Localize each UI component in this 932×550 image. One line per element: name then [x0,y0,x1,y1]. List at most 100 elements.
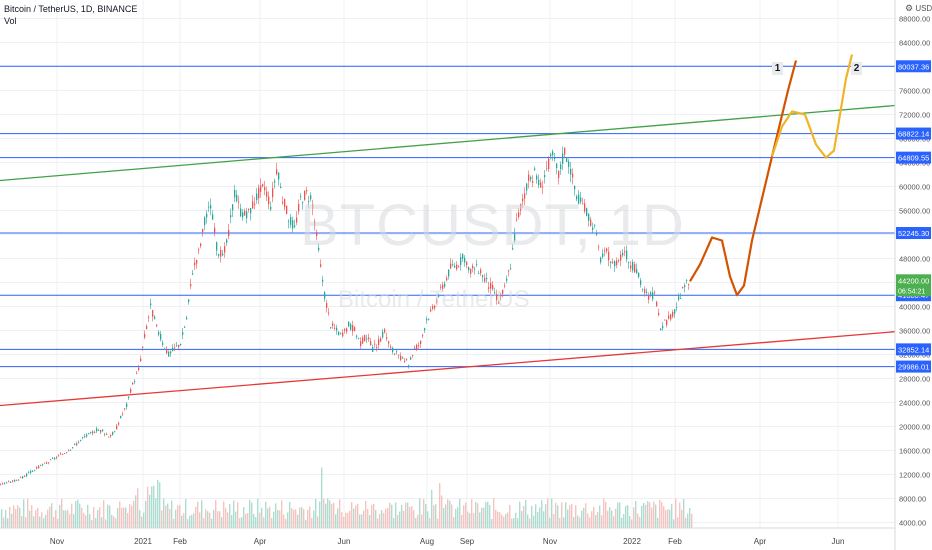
candle-body [210,205,212,209]
volume-bar [53,517,55,528]
volume-bar [105,519,107,528]
volume-bar [27,498,29,528]
volume-bar [459,498,461,528]
candle-body [222,253,224,256]
volume-bar [441,495,443,528]
candle-body [204,217,206,225]
candle-body [260,185,262,192]
volume-bar [451,504,453,528]
candle-body [170,351,172,354]
candle-body [612,262,614,264]
candle-body [524,193,526,199]
candle-body [12,480,14,482]
volume-bar [387,507,389,528]
candle-body [634,264,636,273]
volume-bar [293,509,295,528]
candle-body [620,254,622,261]
candle-body [96,428,98,432]
candle-body [314,221,316,226]
candle-body [238,201,240,203]
candle-body [344,329,346,331]
volume-bar [99,507,101,528]
volume-bar [509,504,511,528]
candle-body [216,242,218,251]
volume-bar [377,518,379,528]
volume-bar [299,507,301,528]
candle-body [416,344,418,350]
volume-bar [241,517,243,528]
candle-body [262,184,264,187]
candle-body [654,292,656,294]
candle-body [246,211,248,219]
volume-bar [15,509,17,528]
volume-bar [571,503,573,528]
volume-bar [405,502,407,528]
volume-bar [323,499,325,528]
volume-bar [71,503,73,528]
volume-bar [325,503,327,528]
candle-body [474,268,476,270]
level-price-tag [896,60,931,73]
volume-bar [391,504,393,528]
gear-icon[interactable]: ⚙ [905,3,914,13]
volume-bar [333,502,335,528]
volume-bar [537,512,539,528]
volume-bar [157,479,159,528]
candle-body [472,265,474,269]
candle-body [586,208,588,217]
price-tick-label: 72000.00 [899,111,930,120]
candle-body [298,203,300,212]
volume-bar [425,504,427,528]
candle-body [432,306,434,309]
candle-body [76,443,78,446]
candle-body [520,203,522,211]
volume-bar [603,498,605,528]
candle-body [242,212,244,218]
candle-body [348,321,350,327]
volume-bar [49,506,51,528]
candle-body [396,351,398,353]
volume-bar [445,504,447,528]
candle-body [614,261,616,267]
candle-body [422,335,424,336]
volume-indicator-label[interactable]: Vol [4,16,17,26]
candle-body [44,462,46,464]
volume-bar [497,511,499,528]
symbol-title[interactable]: Bitcoin / TetherUS, 1D, BINANCE [4,4,138,14]
candle-body [128,396,130,398]
volume-bar [605,501,607,528]
volume-bar [663,506,665,528]
candle-body [224,246,226,253]
candle-body [80,439,82,441]
candle-body [280,186,282,189]
volume-bar [449,500,451,528]
candle-body [244,210,246,216]
price-scale-unit[interactable]: ⚙ USDT [903,3,932,14]
volume-bar [529,518,531,528]
volume-bar [119,501,121,528]
candle-body [382,331,384,338]
volume-bar [545,504,547,528]
candle-body [378,339,380,345]
candle-body [270,206,272,210]
volume-bar [193,513,195,528]
volume-bar [175,509,177,528]
level-price-label: 64809.55 [898,154,929,163]
volume-bar [417,514,419,528]
volume-bar [183,513,185,528]
volume-bar [589,517,591,528]
volume-bar [629,515,631,528]
candle-body [402,357,404,359]
candle-body [556,163,558,169]
candle-body [608,251,610,261]
volume-bar [635,501,637,528]
volume-bar [211,518,213,528]
volume-bar [507,512,509,528]
candle-body [10,482,12,483]
candle-body [588,214,590,221]
time-tick-label: Apr [254,537,267,546]
volume-bar [261,507,263,528]
volume-bar [349,510,351,528]
volume-bar [583,507,585,528]
